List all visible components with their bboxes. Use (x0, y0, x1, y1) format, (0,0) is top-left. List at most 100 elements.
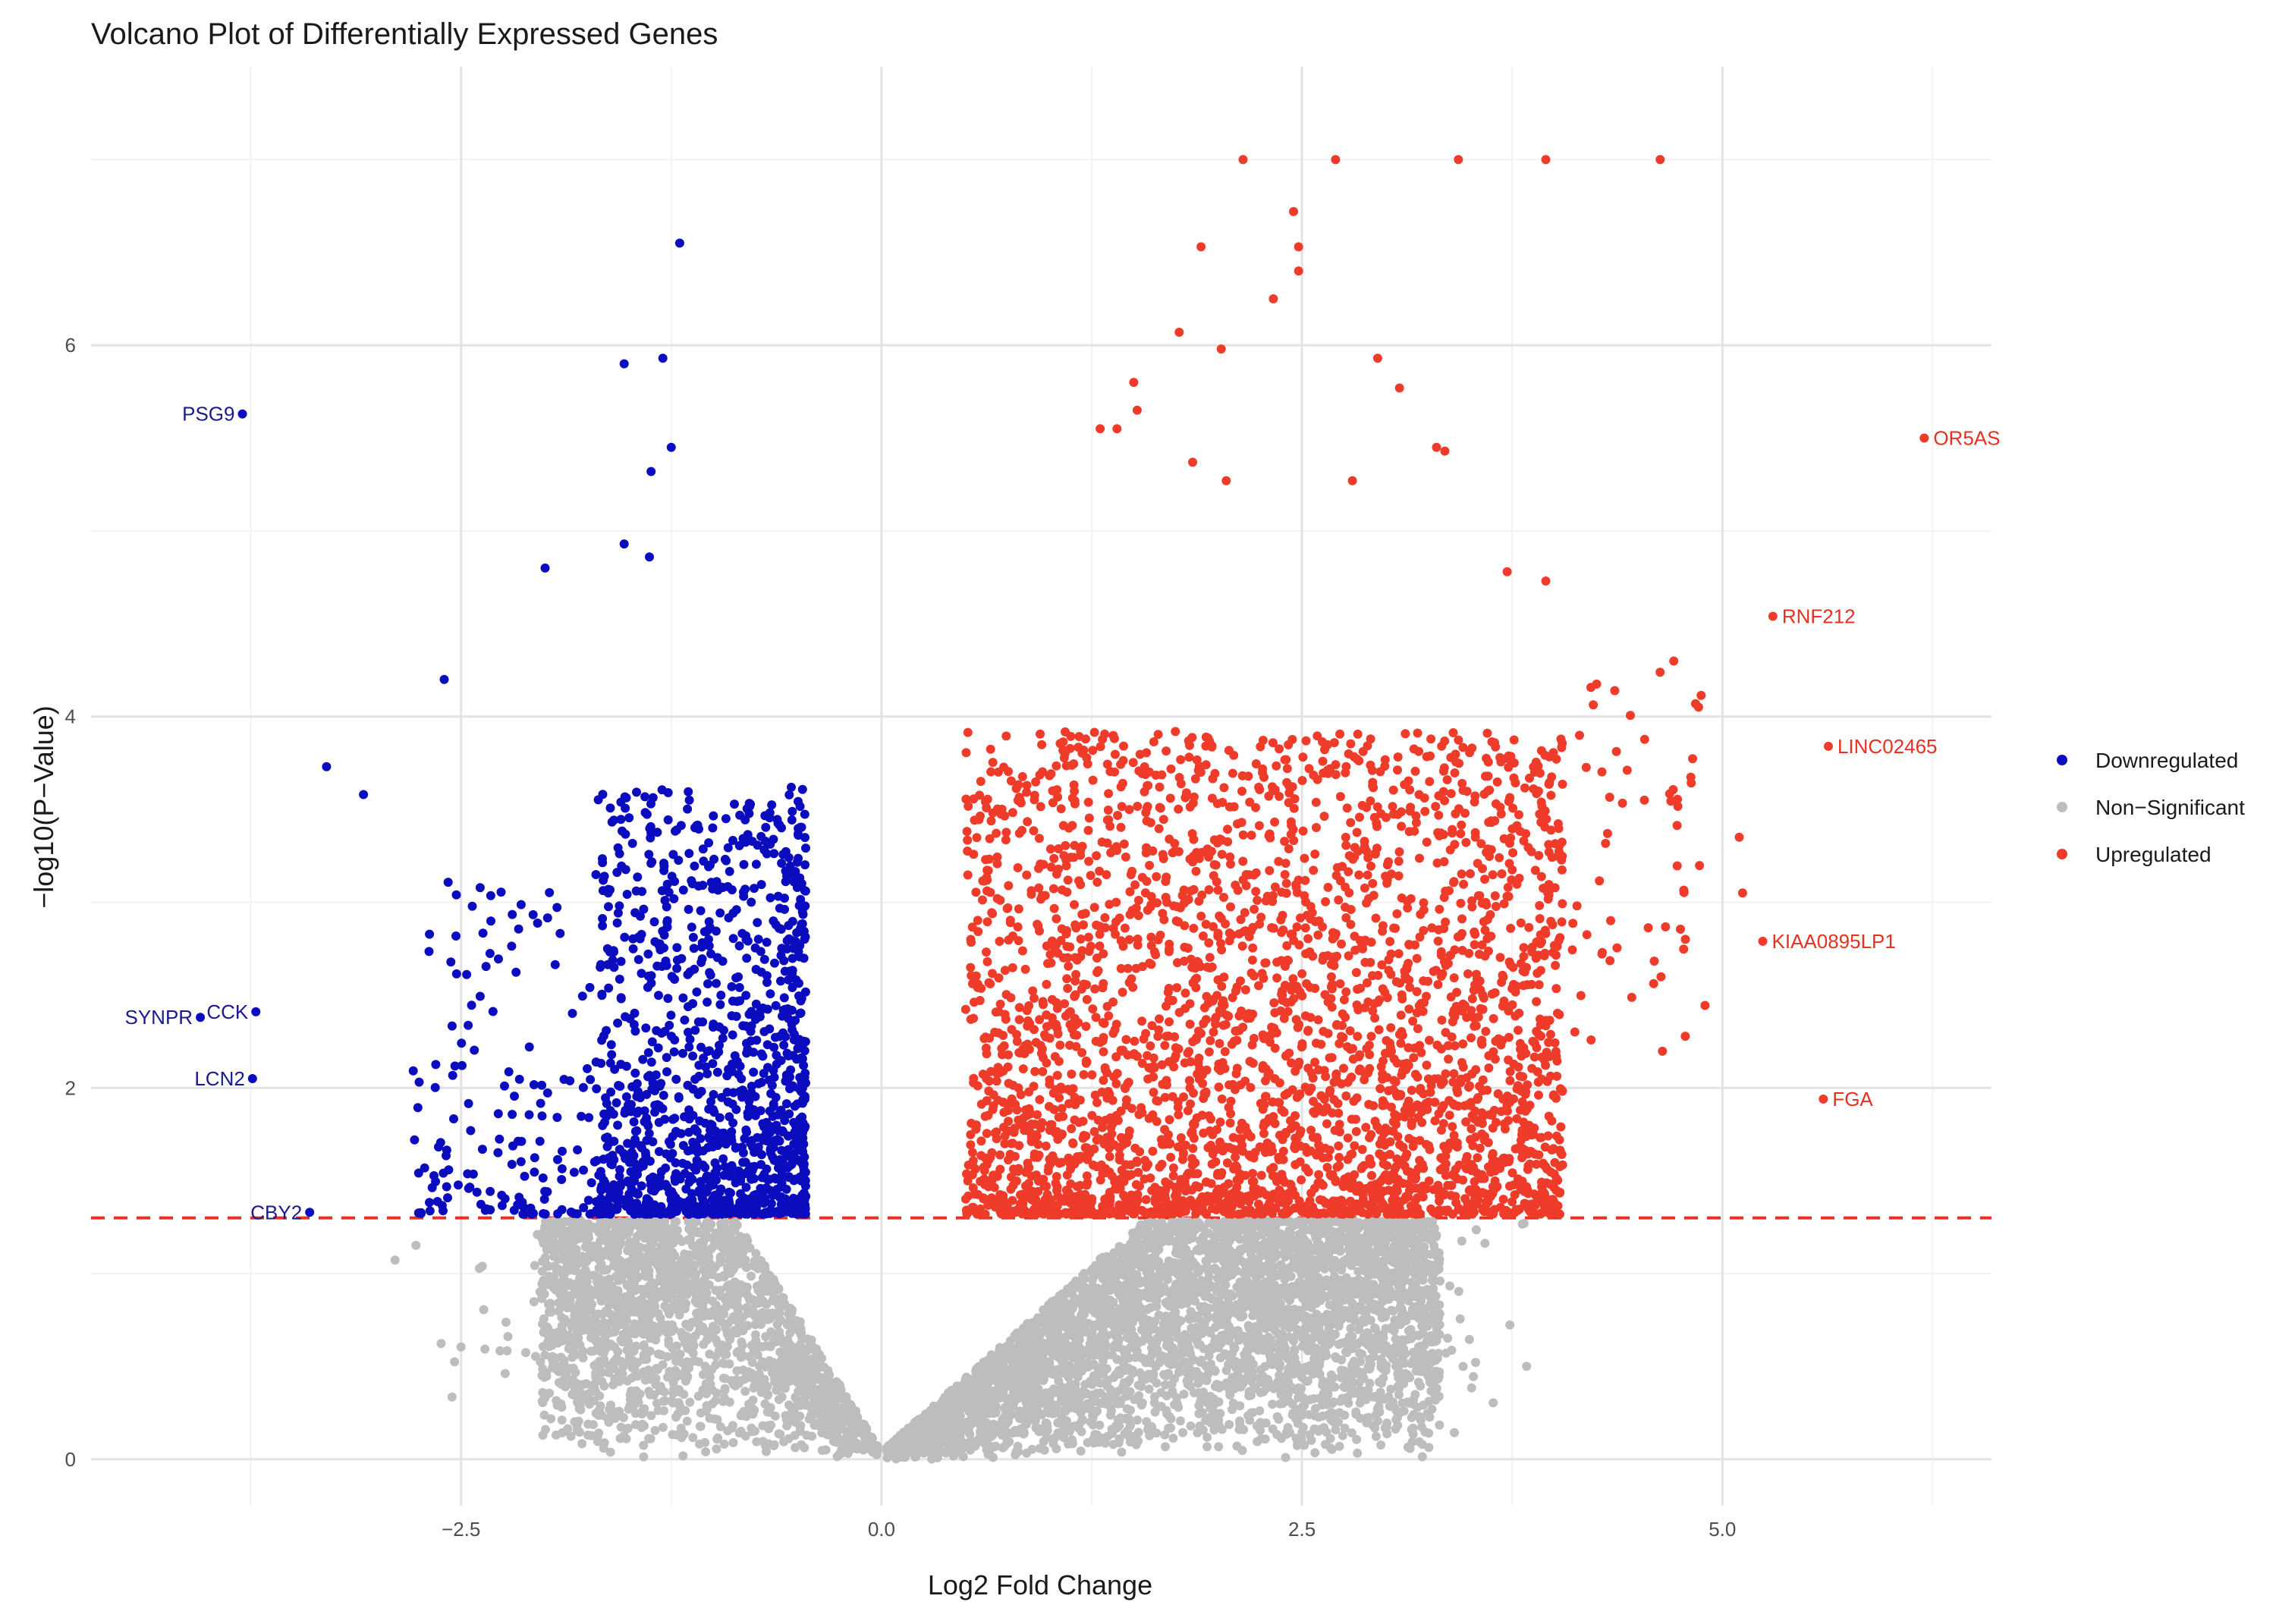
point-nonsignificant (1278, 1329, 1287, 1339)
point-nonsignificant (596, 1296, 606, 1306)
point-nonsignificant (436, 1339, 446, 1349)
point-nonsignificant (1311, 1403, 1320, 1413)
point-nonsignificant (681, 1331, 690, 1341)
point-nonsignificant (684, 1322, 694, 1332)
point-nonsignificant (537, 1396, 547, 1406)
point-nonsignificant (663, 1240, 673, 1250)
point-nonsignificant (1397, 1306, 1407, 1316)
point-nonsignificant (605, 1404, 615, 1414)
point-nonsignificant (809, 1420, 819, 1430)
point-nonsignificant (1025, 1399, 1035, 1409)
point-nonsignificant (1337, 1365, 1346, 1375)
point-nonsignificant (1009, 1395, 1019, 1405)
point-nonsignificant (1443, 1333, 1453, 1343)
point-nonsignificant (1172, 1399, 1182, 1409)
point-nonsignificant (1174, 1368, 1184, 1377)
point-nonsignificant (542, 1245, 552, 1255)
point-nonsignificant (704, 1251, 714, 1261)
point-nonsignificant (1199, 1307, 1209, 1316)
point-nonsignificant (737, 1409, 747, 1419)
point-nonsignificant (637, 1419, 647, 1429)
point-nonsignificant (740, 1387, 750, 1396)
point-nonsignificant (748, 1395, 758, 1405)
point-nonsignificant (1170, 1374, 1180, 1384)
point-nonsignificant (618, 1412, 628, 1422)
point-nonsignificant (731, 1217, 740, 1227)
point-nonsignificant (693, 1391, 703, 1401)
point-nonsignificant (577, 1439, 587, 1449)
point-nonsignificant (1520, 1218, 1529, 1228)
point-nonsignificant (605, 1447, 615, 1457)
point-nonsignificant (795, 1426, 805, 1436)
point-nonsignificant (1252, 1421, 1262, 1431)
point-nonsignificant (580, 1242, 590, 1252)
point-nonsignificant (712, 1444, 721, 1454)
point-nonsignificant (927, 1454, 937, 1464)
point-nonsignificant (1324, 1228, 1334, 1238)
point-nonsignificant (1395, 1320, 1405, 1330)
point-nonsignificant (677, 1299, 687, 1308)
point-nonsignificant (841, 1426, 850, 1436)
point-nonsignificant (625, 1237, 635, 1247)
point-nonsignificant (1076, 1447, 1086, 1456)
point-nonsignificant (658, 1422, 668, 1432)
point-nonsignificant (569, 1349, 579, 1359)
point-nonsignificant (1213, 1296, 1223, 1305)
point-nonsignificant (1432, 1321, 1442, 1331)
point-nonsignificant (598, 1286, 608, 1296)
point-nonsignificant (747, 1358, 757, 1368)
point-nonsignificant (1329, 1242, 1339, 1252)
point-nonsignificant (536, 1357, 545, 1367)
point-nonsignificant (711, 1396, 721, 1406)
point-nonsignificant (1405, 1443, 1415, 1453)
point-nonsignificant (1163, 1274, 1173, 1284)
point-nonsignificant (1325, 1217, 1334, 1227)
point-nonsignificant (1206, 1412, 1215, 1421)
point-nonsignificant (1174, 1281, 1184, 1291)
point-nonsignificant (584, 1233, 593, 1242)
point-nonsignificant (593, 1437, 602, 1447)
point-nonsignificant (1334, 1417, 1343, 1427)
point-nonsignificant (1090, 1430, 1100, 1440)
point-nonsignificant (1125, 1437, 1135, 1447)
point-nonsignificant (1233, 1306, 1243, 1316)
point-nonsignificant (530, 1261, 539, 1271)
point-nonsignificant (1052, 1444, 1061, 1453)
point-nonsignificant (1061, 1419, 1070, 1429)
point-nonsignificant (1457, 1236, 1467, 1246)
point-nonsignificant (1092, 1388, 1102, 1398)
point-nonsignificant (624, 1404, 633, 1414)
point-nonsignificant (1284, 1323, 1294, 1333)
point-nonsignificant (480, 1344, 490, 1354)
point-nonsignificant (1147, 1425, 1157, 1435)
point-nonsignificant (1331, 1425, 1341, 1434)
point-nonsignificant (611, 1227, 621, 1237)
point-nonsignificant (971, 1366, 981, 1375)
point-nonsignificant (643, 1365, 653, 1375)
point-nonsignificant (1130, 1277, 1140, 1286)
point-nonsignificant (653, 1406, 663, 1415)
point-nonsignificant (500, 1368, 510, 1378)
point-nonsignificant (1194, 1267, 1203, 1277)
point-nonsignificant (503, 1332, 513, 1341)
point-nonsignificant (529, 1297, 539, 1307)
point-nonsignificant (1268, 1399, 1278, 1409)
point-nonsignificant (639, 1440, 649, 1450)
point-nonsignificant (750, 1426, 759, 1436)
point-nonsignificant (791, 1316, 801, 1325)
point-nonsignificant (712, 1325, 721, 1335)
point-nonsignificant (1197, 1317, 1207, 1327)
point-nonsignificant (1202, 1432, 1212, 1442)
point-nonsignificant (734, 1313, 743, 1323)
point-nonsignificant (538, 1342, 548, 1352)
point-nonsignificant (1291, 1414, 1301, 1424)
point-nonsignificant (1434, 1313, 1443, 1323)
point-nonsignificant (1354, 1377, 1364, 1387)
point-nonsignificant (734, 1428, 744, 1438)
point-nonsignificant (627, 1386, 637, 1396)
point-nonsignificant (719, 1359, 729, 1368)
point-nonsignificant (1122, 1404, 1132, 1414)
point-nonsignificant (593, 1337, 603, 1346)
point-nonsignificant (1151, 1362, 1161, 1371)
point-nonsignificant (717, 1221, 727, 1231)
